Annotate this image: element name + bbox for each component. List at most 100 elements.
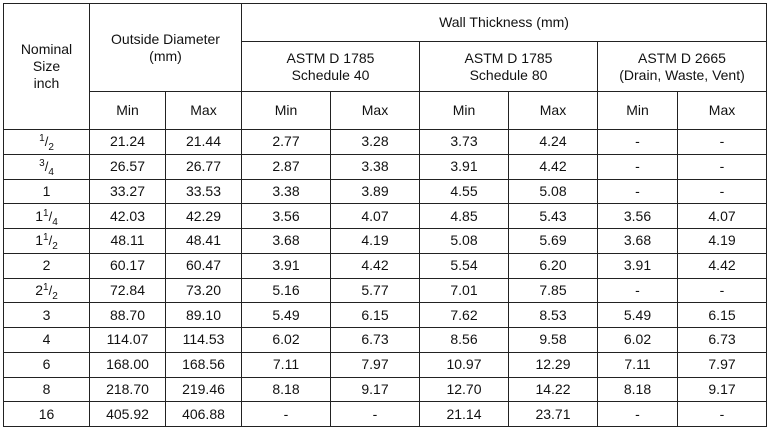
s80-max-cell: 7.85 <box>508 277 598 304</box>
dwv-min-cell: 7.11 <box>597 351 678 378</box>
nominal-size-cell: 11/4 <box>3 203 90 229</box>
s80-min-header: Min <box>419 91 509 130</box>
s80-max-cell: 5.69 <box>508 228 598 254</box>
s40-max-cell: 6.15 <box>330 302 420 328</box>
od-max-cell: 89.10 <box>165 302 242 328</box>
dwv-min-cell: 8.18 <box>597 376 678 403</box>
size-whole: 2 <box>35 281 44 298</box>
size-fraction-numerator: 1 <box>43 207 49 219</box>
od-min-cell: 168.00 <box>89 351 166 378</box>
od-min-cell: 114.07 <box>89 327 166 353</box>
od-max-cell: 26.77 <box>165 153 242 180</box>
s80-max-header: Max <box>508 91 598 130</box>
dwv-min-cell: 3.68 <box>597 228 678 254</box>
dwv-max-cell: 7.97 <box>676 351 768 378</box>
s40-min-cell: 3.56 <box>241 203 331 229</box>
od-max-cell: 21.44 <box>165 129 242 155</box>
s40-max-cell: 3.38 <box>330 153 420 180</box>
od-max-cell: 168.56 <box>165 351 242 378</box>
table-row: 2 60.17 60.47 3.91 4.42 5.54 6.20 3.91 4.42 <box>3 252 768 279</box>
nominal-size-header-line: inch <box>33 74 60 91</box>
s40-max-cell: 9.17 <box>330 376 420 403</box>
od-max-cell: 42.29 <box>165 203 242 229</box>
s40-min-cell: 6.02 <box>241 327 331 353</box>
dwv-max-cell: 4.07 <box>676 203 768 229</box>
s80-min-cell: 21.14 <box>419 401 509 427</box>
od-min-cell: 33.27 <box>89 178 166 205</box>
nominal-size-cell: 3/4 <box>3 153 90 180</box>
s40-min-cell: - <box>241 401 331 427</box>
s80-max-cell: 12.29 <box>508 351 598 378</box>
outside-diameter-header-line: (mm) <box>149 47 182 64</box>
dwv-min-cell: 3.91 <box>597 252 678 279</box>
fraction-slash: / <box>44 134 49 150</box>
dwv-min-cell: - <box>597 178 678 205</box>
size-whole: 6 <box>42 356 51 373</box>
s80-max-cell: 8.53 <box>508 302 598 328</box>
size-fraction-numerator: 1 <box>43 281 49 293</box>
schedule-40-header-line: ASTM D 1785 <box>286 49 375 66</box>
table-row: 1/2 21.24 21.44 2.77 3.28 3.73 4.24- - <box>3 129 768 155</box>
s40-min-cell: 3.38 <box>241 178 331 205</box>
dwv-max-cell: 6.15 <box>676 302 768 328</box>
s80-max-cell: 4.24 <box>508 129 598 155</box>
od-min-cell: 60.17 <box>89 252 166 279</box>
dwv-min-cell: 5.49 <box>597 302 678 328</box>
s80-min-cell: 8.56 <box>419 327 509 353</box>
size-fraction-denominator: 2 <box>52 241 58 253</box>
od-min-cell: 405.92 <box>89 401 166 427</box>
nominal-size-header-line: Size <box>32 58 61 75</box>
dwv-max-cell: 4.19 <box>676 228 768 254</box>
nominal-size-cell: 16 <box>3 401 90 427</box>
nominal-size-cell: 3 <box>3 302 90 328</box>
s40-max-cell: 4.42 <box>330 252 420 279</box>
table-row: 11/4 42.03 42.29 3.56 4.07 4.85 5.43 3.56 4.07 <box>3 203 768 229</box>
fraction-slash: / <box>48 233 53 249</box>
dwv-min-cell: - <box>597 129 678 155</box>
dwv-min-cell: 3.56 <box>597 203 678 229</box>
s40-min-header: Min <box>241 91 331 130</box>
schedule-40-header: ASTM D 1785 Schedule 40 <box>241 41 420 92</box>
od-min-cell: 72.84 <box>89 277 166 304</box>
table-row: 1 33.27 33.53 3.38 3.89 4.55 5.08- - <box>3 178 768 205</box>
s80-max-cell: 5.43 <box>508 203 598 229</box>
s40-min-cell: 7.11 <box>241 351 331 378</box>
od-max-cell: 73.20 <box>165 277 242 304</box>
s40-min-cell: 8.18 <box>241 376 331 403</box>
s40-max-cell: 3.28 <box>330 129 420 155</box>
dwv-header-line: (Drain, Waste, Vent) <box>619 66 745 83</box>
dwv-min-cell: - <box>597 153 678 180</box>
schedule-80-header-line: ASTM D 1785 <box>464 49 553 66</box>
table-row: 11/2 48.11 48.41 3.68 4.19 5.08 5.69 3.68 4.19 <box>3 228 768 254</box>
s40-min-cell: 5.16 <box>241 277 331 304</box>
size-whole: 8 <box>42 380 51 397</box>
table-row: 16 405.92 406.88- -21.14 23.71- - <box>3 401 768 427</box>
size-whole: 2 <box>42 257 51 274</box>
od-max-cell: 114.53 <box>165 327 242 353</box>
od-max-cell: 219.46 <box>165 376 242 403</box>
s80-min-cell: 3.91 <box>419 153 509 180</box>
s40-max-cell: 4.19 <box>330 228 420 254</box>
schedule-80-header-line: Schedule 80 <box>469 66 548 83</box>
s40-min-cell: 5.49 <box>241 302 331 328</box>
s40-max-cell: 4.07 <box>330 203 420 229</box>
od-max-cell: 406.88 <box>165 401 242 427</box>
fraction-slash: / <box>44 159 49 175</box>
od-min-cell: 21.24 <box>89 129 166 155</box>
nominal-size-cell: 8 <box>3 376 90 403</box>
s40-min-cell: 3.68 <box>241 228 331 254</box>
size-fraction-numerator: 1 <box>43 232 49 244</box>
dwv-max-cell: - <box>676 277 768 304</box>
dwv-max-cell: 9.17 <box>676 376 768 403</box>
outside-diameter-header-line: Outside Diameter <box>111 30 220 47</box>
size-whole: 3 <box>42 306 51 323</box>
size-fraction-numerator: 3 <box>39 158 45 170</box>
nominal-size-header: Nominal Size inch <box>3 3 90 130</box>
dwv-min-cell: - <box>597 277 678 304</box>
od-max-cell: 60.47 <box>165 252 242 279</box>
table-row: 3/4 26.57 26.77 2.87 3.38 3.91 4.42- - <box>3 153 768 180</box>
s80-min-cell: 5.54 <box>419 252 509 279</box>
s40-max-header: Max <box>330 91 420 130</box>
s80-min-cell: 4.85 <box>419 203 509 229</box>
s40-max-cell: 5.77 <box>330 277 420 304</box>
